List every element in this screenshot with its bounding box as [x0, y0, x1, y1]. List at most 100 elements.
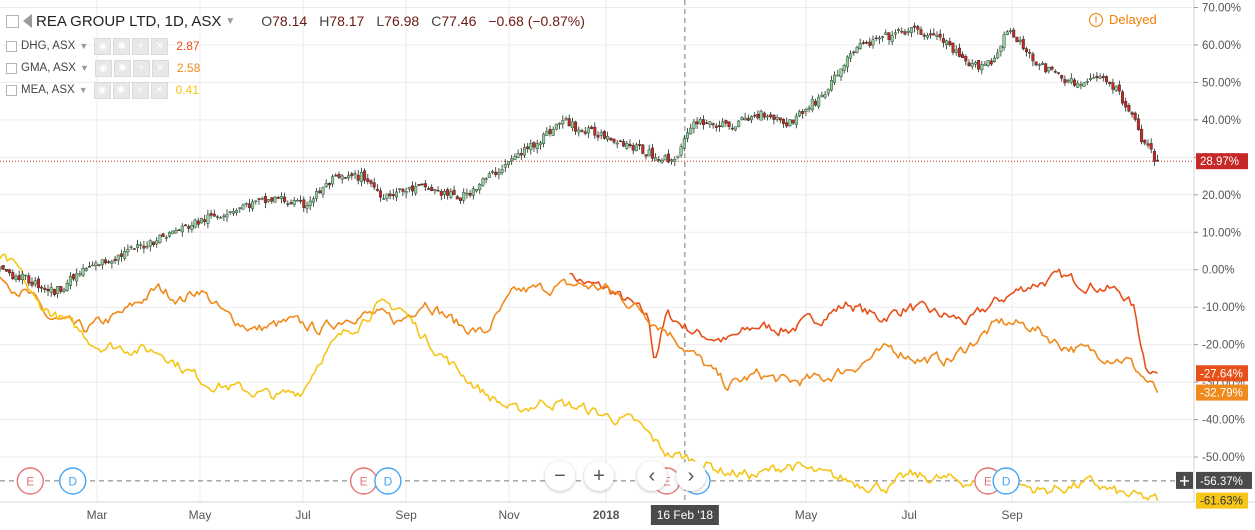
gear-icon[interactable]: ✱ — [113, 59, 131, 77]
dividend-marker[interactable]: D — [374, 467, 402, 495]
series-line-gma — [0, 276, 1159, 393]
candle-down — [596, 135, 600, 138]
scroll-left-button[interactable]: ‹ — [637, 461, 667, 491]
earnings-marker[interactable]: E — [349, 467, 378, 495]
candle-down — [657, 159, 661, 161]
checkbox-icon[interactable] — [6, 84, 17, 96]
candle-down — [1056, 72, 1060, 74]
candle-down — [363, 170, 367, 181]
candle-up — [836, 74, 840, 77]
candle-up — [881, 36, 885, 38]
plus-icon[interactable]: + — [132, 37, 150, 55]
candle-up — [516, 153, 520, 158]
candle-up — [673, 158, 677, 162]
candle-down — [1156, 159, 1160, 162]
candle-up — [340, 175, 344, 180]
close-value: 77.46 — [441, 13, 477, 29]
candle-down — [903, 31, 907, 35]
candle-up — [535, 143, 539, 150]
gear-icon[interactable]: ✱ — [113, 37, 131, 55]
candle-down — [1024, 48, 1028, 53]
candle-up — [254, 200, 258, 203]
candle-up — [871, 39, 875, 46]
dividend-marker-circle — [59, 467, 87, 495]
candle-up — [503, 164, 507, 168]
candle-down — [1063, 79, 1067, 84]
zoom-in-button[interactable]: + — [584, 461, 614, 491]
close-icon[interactable]: ✕ — [151, 59, 169, 77]
flag-icon[interactable] — [23, 14, 32, 28]
delayed-indicator[interactable]: ! Delayed — [1089, 12, 1157, 27]
x-tick-label: Jul — [901, 508, 916, 522]
candle-up — [839, 68, 843, 78]
candle-up — [1009, 30, 1013, 33]
candle-down — [631, 145, 635, 151]
plus-icon[interactable]: + — [132, 59, 150, 77]
earnings-marker[interactable]: E — [16, 467, 45, 495]
eye-icon[interactable]: ◉ — [94, 37, 112, 55]
candle-down — [401, 188, 405, 192]
candle-down — [593, 126, 597, 136]
candle-up — [481, 178, 485, 186]
candle-down — [119, 253, 123, 257]
compare-row-mea[interactable]: MEA, ASX ▼ ◉ ✱ + ✕ 0.41 — [6, 80, 199, 100]
candle-down — [948, 41, 952, 45]
candle-down — [263, 195, 267, 204]
compare-row-dhg[interactable]: DHG, ASX ▼ ◉ ✱ + ✕ 2.87 — [6, 36, 200, 56]
candle-down — [459, 197, 463, 201]
eye-icon[interactable]: ◉ — [94, 59, 112, 77]
candle-up — [1088, 78, 1092, 80]
close-icon[interactable]: ✕ — [150, 81, 168, 99]
gear-icon[interactable]: ✱ — [112, 81, 130, 99]
y-tick-label: -20.00% — [1202, 340, 1245, 352]
candle-down — [1053, 71, 1057, 73]
candle-down — [964, 56, 968, 62]
candle-down — [1034, 61, 1038, 66]
close-icon[interactable]: ✕ — [151, 37, 169, 55]
candle-up — [529, 143, 533, 150]
compare-row-gma[interactable]: GMA, ASX ▼ ◉ ✱ + ✕ 2.58 — [6, 58, 200, 78]
candle-up — [225, 214, 229, 218]
candle-down — [177, 229, 181, 232]
candle-up — [849, 53, 853, 59]
candle-up — [564, 117, 568, 120]
candle-down — [618, 140, 622, 143]
candle-down — [1095, 75, 1099, 78]
candle-up — [542, 133, 546, 145]
candle-down — [1, 265, 5, 270]
candle-down — [574, 121, 578, 132]
candle-up — [497, 171, 501, 175]
candle-down — [318, 190, 322, 194]
checkbox-icon[interactable] — [6, 14, 19, 28]
candle-down — [711, 123, 715, 126]
y-tick-label: 20.00% — [1202, 190, 1241, 202]
dividend-marker[interactable]: D — [59, 467, 87, 495]
plus-icon[interactable]: + — [131, 81, 149, 99]
candle-up — [842, 64, 846, 71]
candle-up — [983, 63, 987, 66]
candle-down — [730, 127, 734, 130]
candle-up — [545, 131, 549, 136]
candle-up — [395, 191, 399, 198]
checkbox-icon[interactable] — [6, 62, 17, 74]
candle-down — [427, 188, 431, 190]
chevron-down-icon[interactable]: ▼ — [79, 63, 89, 73]
eye-icon[interactable]: ◉ — [93, 81, 111, 99]
candle-down — [548, 129, 552, 134]
candle-down — [1111, 82, 1115, 90]
zoom-out-button[interactable]: − — [545, 461, 575, 491]
candle-down — [861, 42, 865, 44]
scroll-right-button[interactable]: › — [676, 461, 706, 491]
candle-up — [890, 35, 894, 42]
low-value: 76.98 — [384, 13, 420, 29]
checkbox-icon[interactable] — [6, 40, 17, 52]
dividend-marker[interactable]: D — [992, 467, 1020, 495]
candle-down — [695, 121, 699, 125]
candle-down — [612, 138, 616, 143]
chevron-down-icon[interactable]: ▼ — [78, 85, 88, 95]
candle-down — [852, 51, 856, 54]
chevron-down-icon[interactable]: ▼ — [79, 41, 89, 51]
chevron-down-icon[interactable]: ▼ — [225, 15, 236, 27]
symbol-title[interactable]: REA GROUP LTD, 1D, ASX — [36, 12, 222, 30]
